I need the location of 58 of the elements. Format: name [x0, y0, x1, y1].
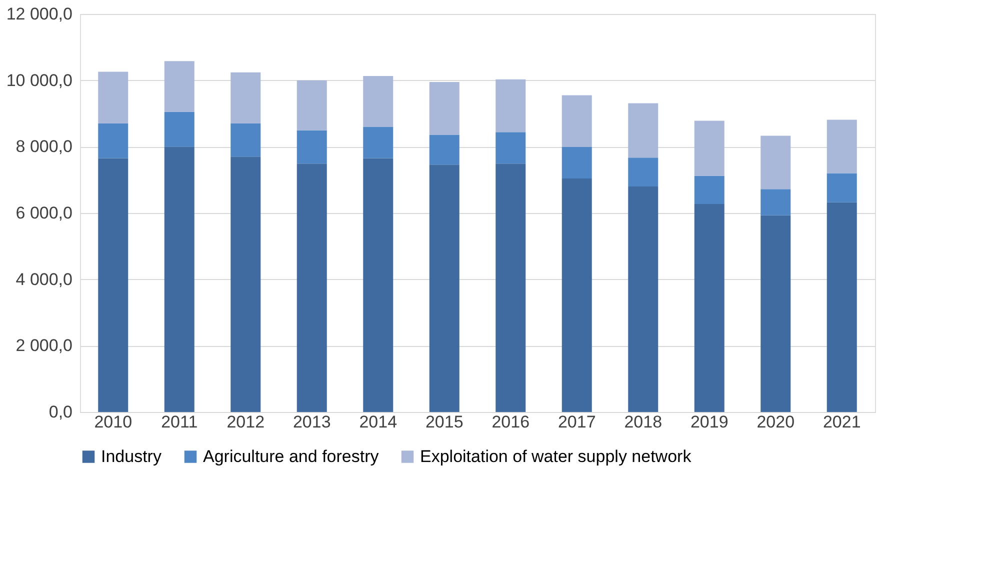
bar — [760, 189, 791, 216]
bar — [628, 158, 658, 186]
bar — [562, 178, 592, 412]
bar — [429, 134, 460, 165]
x-tick-label: 2016 — [492, 412, 530, 432]
bar — [496, 79, 526, 132]
bar — [826, 173, 857, 202]
bar — [694, 120, 724, 176]
x-tick-label: 2011 — [161, 412, 198, 432]
bar — [164, 146, 194, 412]
bar — [694, 176, 724, 204]
bar — [98, 123, 128, 158]
y-tick-label: 2 000,0 — [16, 336, 72, 356]
bar — [496, 132, 526, 164]
bar — [164, 61, 194, 112]
y-tick-label: 8 000,0 — [16, 137, 72, 156]
x-tick-label: 2012 — [226, 412, 265, 432]
legend-label: Agriculture and forestry — [203, 446, 380, 466]
legend-label: Industry — [101, 446, 162, 466]
bar — [628, 103, 658, 158]
bar — [496, 164, 526, 412]
bar — [296, 80, 327, 130]
bar — [363, 76, 394, 127]
bar — [429, 82, 460, 135]
bar — [826, 120, 857, 174]
bar — [363, 158, 394, 412]
bar — [363, 126, 394, 158]
x-tick-label: 2021 — [822, 412, 861, 432]
bar — [98, 158, 128, 412]
bar — [694, 204, 724, 412]
bar — [164, 112, 194, 147]
bar — [760, 215, 791, 412]
legend-label: Exploitation of water supply network — [420, 446, 692, 466]
x-tick-label: 2015 — [425, 412, 464, 432]
x-tick-label: 2013 — [292, 412, 331, 432]
bar — [296, 164, 327, 412]
bar — [429, 164, 460, 412]
bar — [230, 123, 261, 157]
y-tick-label: 4 000,0 — [16, 270, 72, 289]
x-tick-label: 2019 — [690, 412, 728, 432]
x-tick-label: 2020 — [756, 412, 795, 432]
bar — [562, 95, 592, 147]
bar — [296, 130, 327, 164]
bar — [230, 72, 261, 124]
x-tick-label: 2017 — [558, 412, 596, 432]
bar — [562, 147, 592, 179]
x-tick-label: 2010 — [94, 412, 132, 432]
y-tick-label: 10 000,0 — [6, 70, 72, 90]
bar — [98, 72, 128, 124]
bar — [760, 136, 791, 190]
y-tick-label: 0,0 — [48, 402, 72, 422]
y-tick-label: 6 000,0 — [16, 204, 72, 222]
x-tick-label: 2014 — [359, 412, 398, 432]
bar — [628, 186, 658, 412]
bar — [230, 156, 261, 412]
x-tick-label: 2018 — [624, 412, 662, 432]
y-tick-label: 12 000,0 — [6, 4, 72, 24]
bar — [826, 202, 857, 412]
